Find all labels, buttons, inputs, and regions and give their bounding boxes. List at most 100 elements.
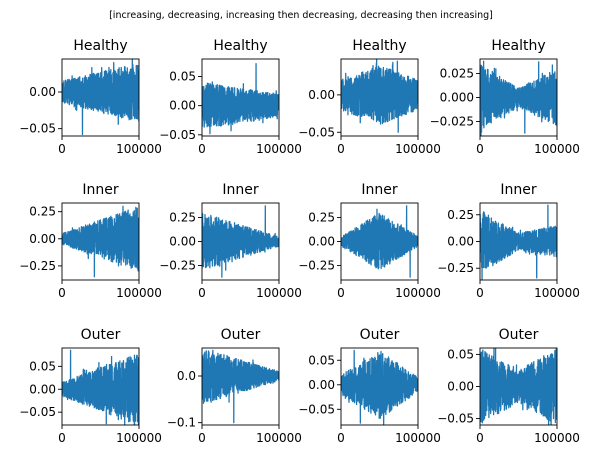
subplot-2-3: Inner 0 100000 −0.25 0.00 0.25 [298,182,441,300]
y-tick-label: 0.05 [447,347,474,361]
y-tick-label: −0.25 [298,259,335,273]
series-line [341,59,418,133]
series-line [341,205,418,278]
y-tick-label: 0.05 [308,353,335,367]
x-tick-label: 0 [198,431,206,445]
y-tick-label: −0.1 [167,416,196,430]
y-tick-label: 0.000 [440,91,474,105]
series-line [62,349,139,425]
y-tick-label: 0.00 [308,378,335,392]
axes-frame [340,347,419,426]
y-tick-label: 0.00 [169,99,196,113]
series-line [341,349,418,425]
y-tick-label: −0.05 [298,402,335,416]
subplot-1-1: Healthy 0 100000 −0.05 0.00 [19,38,162,156]
series-line [202,63,279,135]
y-tick-label: 0.00 [447,380,474,394]
x-tick-label: 100000 [256,431,302,445]
subplot-2-2: Inner 0 100000 −0.25 0.00 0.25 [159,182,302,300]
x-tick-label: 0 [476,431,484,445]
x-tick-label: 100000 [395,142,441,156]
series-line [480,348,557,425]
y-tick-label: 0.00 [447,235,474,249]
subplot-title: Inner [222,182,258,198]
y-tick-label: −0.05 [19,405,56,419]
x-tick-label: 100000 [534,286,580,300]
y-tick-label: 0.025 [440,66,474,80]
y-tick-label: 0.0 [177,369,196,383]
y-tick-label: 0.25 [29,205,56,219]
x-tick-label: 0 [476,286,484,300]
subplot-title: Inner [361,182,397,198]
x-tick-label: 0 [58,431,66,445]
axes-frame [201,58,280,137]
y-tick-label: 0.25 [447,208,474,222]
x-tick-label: 100000 [256,286,302,300]
subplot-3-1: Outer 0 100000 −0.05 0.00 0.05 [19,327,162,445]
subplot-3-2: Outer 0 100000 −0.1 0.0 [167,327,302,445]
x-tick-label: 100000 [395,431,441,445]
x-tick-label: 0 [337,142,345,156]
subplot-1-4: Healthy 0 100000 −0.025 0.000 0.025 [430,38,580,156]
subplot-title: Healthy [73,38,127,54]
y-tick-label: −0.25 [159,259,196,273]
y-tick-label: 0.00 [308,88,335,102]
x-tick-label: 0 [198,286,206,300]
subplot-title: Inner [500,182,536,198]
axes-frame [201,347,280,426]
y-tick-label: −0.25 [437,261,474,275]
y-tick-label: 0.00 [29,382,56,396]
x-tick-label: 0 [58,142,66,156]
x-tick-label: 100000 [534,431,580,445]
axes-frame [340,58,419,137]
x-tick-label: 100000 [534,142,580,156]
y-tick-label: 0.25 [308,210,335,224]
y-tick-label: 0.00 [308,235,335,249]
x-tick-label: 0 [58,286,66,300]
subplot-3-4: Outer 0 100000 −0.05 0.00 0.05 [437,327,580,445]
series-line [62,59,139,136]
x-tick-label: 0 [337,431,345,445]
series-line [62,205,139,278]
axes-frame [61,347,140,426]
x-tick-label: 100000 [116,431,162,445]
subplot-title: Healthy [213,38,267,54]
subplot-title: Healthy [352,38,406,54]
subplot-title: Outer [81,327,121,343]
x-tick-label: 0 [198,142,206,156]
subplot-title: Healthy [491,38,545,54]
subplot-title: Inner [82,182,118,198]
axes-frame [61,202,140,281]
x-tick-label: 100000 [256,142,302,156]
y-tick-label: 0.00 [29,85,56,99]
subplot-1-3: Healthy 0 100000 −0.05 0.00 [298,38,441,156]
y-tick-label: −0.05 [159,128,196,142]
y-tick-label: −0.05 [19,122,56,136]
subplot-1-2: Healthy 0 100000 −0.05 0.00 0.05 [159,38,302,156]
y-tick-label: 0.00 [169,235,196,249]
y-tick-label: 0.00 [29,232,56,246]
y-tick-label: 0.05 [29,359,56,373]
subplot-2-4: Inner 0 100000 −0.25 0.00 0.25 [437,182,580,300]
y-tick-label: 0.25 [169,210,196,224]
x-tick-label: 100000 [116,286,162,300]
series-line [480,204,557,280]
y-tick-label: −0.05 [298,125,335,139]
y-tick-label: −0.025 [430,115,474,129]
x-tick-label: 0 [337,286,345,300]
axes-frame [61,58,140,137]
y-tick-label: 0.05 [169,70,196,84]
subplot-2-1: Inner 0 100000 −0.25 0.00 0.25 [19,182,162,300]
figure-suptitle: [increasing, decreasing, increasing then… [109,10,493,21]
subplot-title: Outer [499,327,539,343]
series-line [202,349,279,424]
subplot-title: Outer [360,327,400,343]
subplot-3-3: Outer 0 100000 −0.05 0.00 0.05 [298,327,441,445]
x-tick-label: 0 [476,142,484,156]
series-line [480,60,557,136]
x-tick-label: 100000 [395,286,441,300]
series-line [202,205,279,278]
y-tick-label: −0.25 [19,259,56,273]
